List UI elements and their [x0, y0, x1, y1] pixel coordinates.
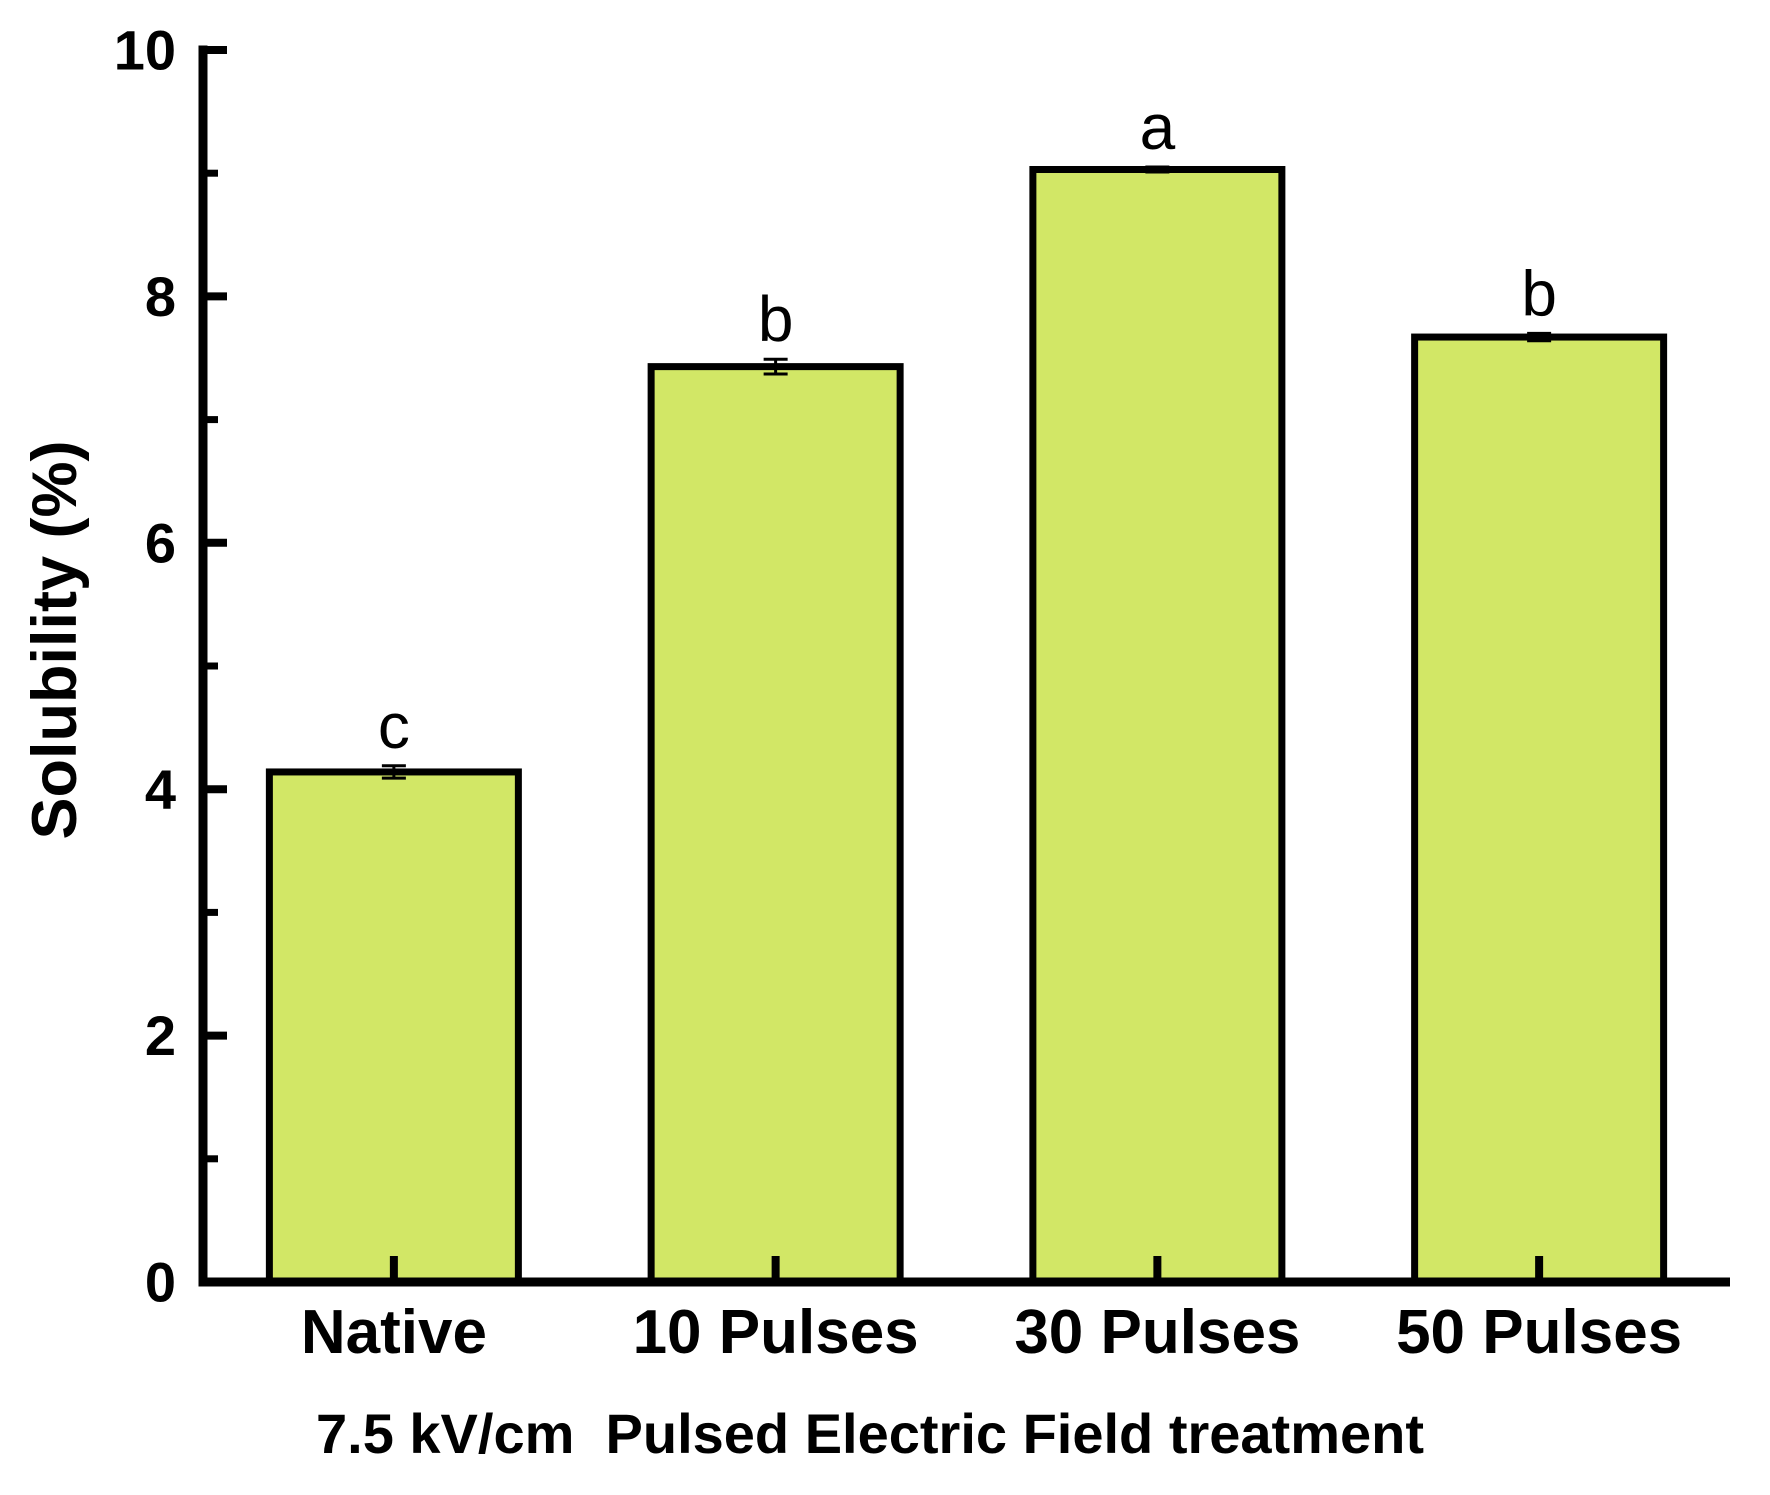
significance-letter-native: c	[378, 690, 410, 762]
x-axis-title: 7.5 kV/cm Pulsed Electric Field treatmen…	[316, 1402, 1424, 1465]
y-tick-label-2: 2	[145, 1004, 176, 1067]
y-tick-label-8: 8	[145, 265, 176, 328]
y-tick-label-10: 10	[114, 19, 176, 82]
bar-30-pulses	[1029, 166, 1286, 1286]
x-category-label-30-pulses: 30 Pulses	[1014, 1298, 1300, 1367]
significance-letter-50-pulses: b	[1521, 257, 1557, 329]
significance-letter-10-pulses: b	[758, 283, 794, 355]
y-axis-title: Solubility (%)	[20, 441, 90, 840]
y-tick-label-6: 6	[145, 511, 176, 574]
y-tick-label-4: 4	[145, 758, 176, 821]
y-tick-label-0: 0	[145, 1251, 176, 1314]
x-category-label-50-pulses: 50 Pulses	[1396, 1298, 1682, 1367]
x-category-label-native: Native	[301, 1298, 487, 1367]
bar-50-pulses	[1411, 333, 1668, 1286]
bar-10-pulses	[647, 363, 904, 1286]
x-category-label-10-pulses: 10 Pulses	[633, 1298, 919, 1367]
significance-letter-30-pulses: a	[1140, 91, 1176, 163]
bar-native	[265, 768, 522, 1286]
